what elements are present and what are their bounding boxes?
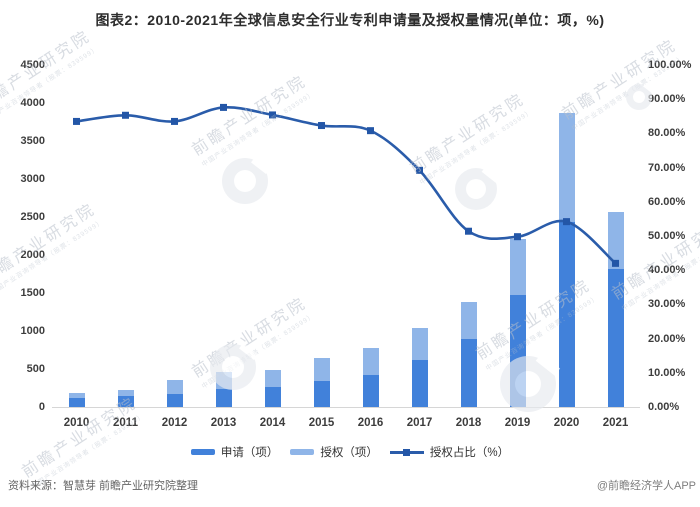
bar-application-2013	[215, 389, 232, 407]
x-axis-line	[52, 407, 640, 408]
ratio-marker-2014	[269, 111, 276, 119]
ratio-marker-2013	[220, 103, 227, 111]
ratio-marker-2015	[318, 122, 325, 130]
legend-item-applications: 申请（项）	[190, 444, 279, 460]
left-axis-tick-1500: 1500	[20, 287, 45, 299]
left-axis-tick-3000: 3000	[20, 173, 45, 185]
ratio-marker-2019	[514, 233, 521, 241]
bar-application-2018	[460, 339, 477, 407]
right-axis-tick-90: 90.00%	[648, 93, 686, 106]
x-label-2015: 2015	[308, 417, 335, 429]
left-axis-tick-1000: 1000	[20, 325, 45, 337]
x-label-2021: 2021	[602, 417, 629, 429]
bar-grant-2019	[509, 239, 526, 296]
ratio-marker-2016	[367, 127, 374, 135]
legend-label-applications: 申请（项）	[220, 447, 279, 459]
legend-label-grants: 授权（项）	[320, 447, 378, 459]
left-axis-tick-2500: 2500	[20, 211, 45, 223]
bar-grant-2015	[313, 357, 330, 381]
right-axis-tick-50: 50.00%	[648, 230, 686, 242]
legend-label-ratio: 授权占比（%）	[429, 447, 510, 459]
bar-grant-2014	[264, 369, 281, 388]
bar-application-2010	[68, 397, 85, 407]
bar-grant-2016	[362, 348, 379, 376]
x-label-2016: 2016	[357, 417, 384, 429]
right-axis-tick-60: 60.00%	[648, 195, 686, 208]
left-axis-tick-500: 500	[26, 363, 45, 375]
x-label-2013: 2013	[210, 417, 237, 429]
bar-grant-2020	[558, 112, 575, 222]
x-label-2018: 2018	[455, 417, 482, 429]
right-axis-tick-70: 70.00%	[648, 161, 686, 174]
ratio-marker-2020	[563, 218, 570, 226]
ratio-marker-2021	[612, 259, 619, 267]
chart-title: 图表2：2010-2021年全球信息安全行业专利申请量及授权量情况(单位：项，%…	[95, 12, 605, 28]
x-label-2020: 2020	[553, 417, 580, 429]
right-axis-tick-100: 100.00%	[648, 59, 692, 71]
left-axis-tick-0: 0	[38, 401, 45, 413]
bar-grant-2012	[166, 379, 183, 394]
grants-swatch-icon	[290, 449, 315, 455]
applications-swatch-icon	[190, 449, 215, 455]
x-label-2014: 2014	[259, 417, 286, 429]
left-axis-tick-4500: 4500	[20, 59, 45, 71]
source-note: 资料来源：智慧芽 前瞻产业研究院整理	[8, 480, 199, 492]
x-label-2019: 2019	[504, 417, 531, 429]
bar-application-2012	[166, 393, 183, 407]
right-axis-tick-10: 10.00%	[648, 366, 686, 379]
bar-grant-2010	[68, 392, 85, 398]
legend-item-ratio: 授权占比（%）	[389, 444, 510, 460]
ratio-marker-2017	[416, 166, 423, 174]
right-axis-tick-20: 20.00%	[648, 332, 686, 345]
ratio-line	[75, 105, 617, 265]
x-label-2017: 2017	[406, 417, 433, 429]
ratio-marker-2011	[122, 111, 129, 119]
right-axis-tick-40: 40.00%	[648, 264, 686, 277]
ratio-marker-2012	[171, 117, 178, 125]
left-axis-tick-3500: 3500	[20, 135, 45, 147]
right-axis-tick-0: 0.00%	[648, 401, 680, 413]
bar-application-2015	[313, 380, 330, 407]
app-credit: @前瞻经济学人APP	[596, 480, 696, 492]
bar-application-2017	[411, 360, 428, 407]
ratio-marker-2018	[465, 227, 472, 235]
bar-grant-2021	[607, 212, 624, 269]
bar-grant-2018	[460, 302, 477, 340]
right-axis-tick-30: 30.00%	[648, 298, 686, 311]
x-label-2010: 2010	[63, 417, 90, 429]
bar-application-2021	[607, 268, 624, 407]
bar-application-2011	[117, 395, 134, 407]
bar-application-2016	[362, 375, 379, 407]
bar-application-2014	[264, 387, 281, 407]
bar-grant-2011	[117, 389, 134, 396]
chart-legend: 申请（项） 授权（项） 授权占比（%）	[0, 444, 700, 460]
bar-application-2020	[558, 221, 575, 407]
x-label-2011: 2011	[113, 417, 138, 429]
ratio-marker-2010	[73, 117, 80, 125]
bar-grant-2017	[411, 327, 428, 361]
x-label-2012: 2012	[161, 417, 188, 429]
ratio-line-swatch-icon	[389, 448, 424, 456]
legend-item-grants: 授权（项）	[290, 444, 378, 460]
left-axis-tick-4000: 4000	[20, 97, 45, 109]
left-axis-tick-2000: 2000	[20, 249, 45, 261]
right-axis-tick-80: 80.00%	[648, 127, 686, 140]
